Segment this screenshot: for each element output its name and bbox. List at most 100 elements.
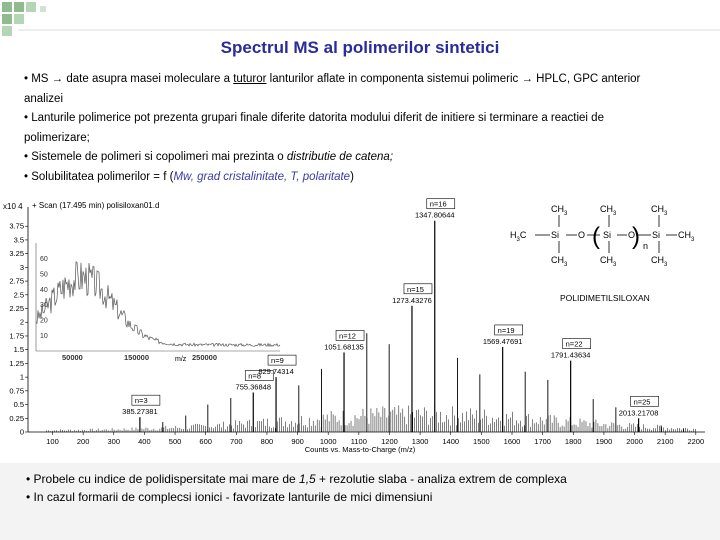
- bracket-left: (: [592, 223, 600, 250]
- x-tick-label: 2100: [657, 437, 674, 446]
- y-tick-label: 3.75: [9, 222, 24, 231]
- inset-y-tick-label: 50: [40, 271, 48, 278]
- repeat-n: n: [643, 241, 648, 251]
- y-tick-label: 0.75: [9, 386, 24, 395]
- peak-n-label: n=16: [430, 200, 447, 209]
- scan-label: + Scan (17.495 min) polisiloxan01.d: [32, 201, 159, 210]
- peak-n-label: n=25: [634, 397, 651, 406]
- peak-n-box: [131, 394, 161, 406]
- peak-mz-label: 1791.43634: [551, 351, 591, 360]
- x-tick-label: 2000: [626, 437, 643, 446]
- y-tick-label: 2.25: [9, 304, 24, 313]
- peak-n-label: n=15: [407, 285, 424, 294]
- scale-label: x10 4: [3, 202, 23, 211]
- x-tick-label: 1500: [473, 437, 490, 446]
- y-tick-label: 1: [20, 373, 24, 382]
- bullet-3-text: • Sistemele de polimeri si copolimeri ma…: [24, 151, 287, 163]
- x-tick-label: 200: [77, 437, 90, 446]
- o-atom-1: O: [578, 230, 585, 240]
- peak-n-label: n=12: [339, 331, 356, 340]
- footer-notes: • Probele cu indice de polidispersitate …: [0, 463, 720, 540]
- ticks: 100 200 300 400 500 600 700 800 900 1000 1100 1200 1…: [9, 222, 704, 446]
- si-atom-3: Si: [652, 230, 660, 240]
- inset-y-tick-label: 60: [40, 256, 48, 263]
- x-tick-label: 1600: [504, 437, 521, 446]
- bullet-2-cont: polimerizare;: [24, 131, 90, 144]
- x-tick-label: 900: [291, 437, 304, 446]
- footer-note-2: • In cazul formarii de complecsi ionici …: [26, 490, 433, 504]
- peaks: [139, 220, 640, 432]
- peak-mz-label: 1051.68135: [324, 342, 364, 351]
- si-atom-2: Si: [603, 230, 611, 240]
- inset-ticks: 10 20 30 40 50 60 50000 150000 250000: [35, 243, 280, 362]
- bullet-list: • MS → date asupra masei moleculare a tu…: [24, 70, 696, 187]
- peak-n-box: [403, 283, 433, 295]
- peak-mz-label: 829.74314: [258, 367, 293, 376]
- bullet-2: • Lanturile polimerice pot prezenta grup…: [24, 112, 604, 124]
- inset-x-tick-label: 250000: [192, 353, 217, 362]
- x-tick-label: 1700: [534, 437, 551, 446]
- peak-n-box: [244, 370, 274, 381]
- bullet-1-cont: analizei: [24, 92, 63, 105]
- decorative-squares: [2, 2, 720, 36]
- y-tick-label: 2.75: [9, 277, 24, 286]
- peak-n-label: n=9: [271, 356, 284, 365]
- x-tick-label: 800: [261, 437, 274, 446]
- peak-mz-label: 1569.47691: [483, 337, 523, 346]
- y-tick-label: 1.5: [14, 345, 24, 354]
- o-atom-2: O: [628, 230, 635, 240]
- inset-y-tick-label: 10: [40, 333, 48, 340]
- bullet-1-underline: tuturor: [233, 73, 267, 85]
- peak-n-label: n=22: [566, 340, 583, 349]
- ch3-top-3: CH3: [651, 204, 668, 217]
- peak-n-box: [267, 354, 297, 366]
- ch3-top-2: CH3: [600, 204, 617, 217]
- peak-n-box: [562, 338, 591, 349]
- ch3-bottom-1: CH3: [551, 255, 568, 268]
- si-atom-1: Si: [551, 230, 559, 240]
- peak-mz-label: 385.27381: [122, 407, 157, 416]
- peak-n-box: [335, 330, 365, 341]
- ch3-bottom-3: CH3: [651, 255, 668, 268]
- distribution-inset: 10 20 30 40 50 60 50000 150000 250000 m/z: [35, 243, 281, 363]
- polymer-structure: CH3 CH3 CH3 H3C Si O ( Si O ) n Si CH3 C…: [510, 204, 695, 303]
- x-tick-label: 1400: [442, 437, 459, 446]
- y-tick-label: 1.25: [9, 359, 24, 368]
- peak-n-label: n=19: [498, 326, 515, 335]
- y-tick-label: 0.25: [9, 414, 24, 423]
- peak-mz-label: 1273.43276: [392, 296, 432, 305]
- x-tick-label: 600: [199, 437, 212, 446]
- inset-y-tick-label: 40: [40, 287, 48, 294]
- x-tick-label: 100: [46, 437, 59, 446]
- bullet-1: • MS → date asupra masei moleculare a tu…: [24, 70, 696, 90]
- ch3-right: CH3: [678, 230, 695, 243]
- bullet-3-italic: distributie de catena;: [286, 151, 394, 163]
- peak-mz-label: 1347.80644: [415, 211, 455, 220]
- x-tick-label: 1800: [565, 437, 582, 446]
- bullet-4-text-end: ): [350, 170, 354, 183]
- x-tick-label: 2200: [687, 437, 704, 446]
- x-tick-label: 1200: [381, 437, 398, 446]
- footer-note-1: • Probele cu indice de polidispersitate …: [26, 472, 567, 486]
- x-tick-label: 700: [230, 437, 243, 446]
- peak-n-box: [630, 395, 659, 407]
- x-axis-label: Counts vs. Mass-to-Charge (m/z): [305, 445, 416, 454]
- x-tick-label: 1100: [351, 437, 367, 446]
- y-tick-label: 3.25: [9, 249, 24, 258]
- y-tick-label: 1.75: [9, 331, 24, 340]
- polymer-name: POLIDIMETILSILOXAN: [560, 293, 650, 303]
- peak-mz-label: 755.36848: [236, 382, 271, 391]
- y-tick-label: 0: [20, 428, 24, 437]
- bullet-4-text: • Solubilitatea polimerilor = f (: [24, 170, 174, 183]
- peak-n-box: [494, 324, 523, 336]
- inset-y-tick-label: 30: [40, 302, 48, 309]
- y-tick-label: 3.5: [14, 235, 24, 244]
- inset-curve: [35, 261, 281, 348]
- x-tick-label: 1000: [320, 437, 337, 446]
- ch3-bottom-2: CH3: [600, 255, 617, 268]
- inset-x-tick-label: 50000: [62, 353, 83, 362]
- bullet-4: • Solubilitatea polimerilor = f (Mw, gra…: [24, 168, 696, 188]
- peak-n-label: n=3: [135, 396, 148, 405]
- y-tick-label: 3: [20, 263, 24, 272]
